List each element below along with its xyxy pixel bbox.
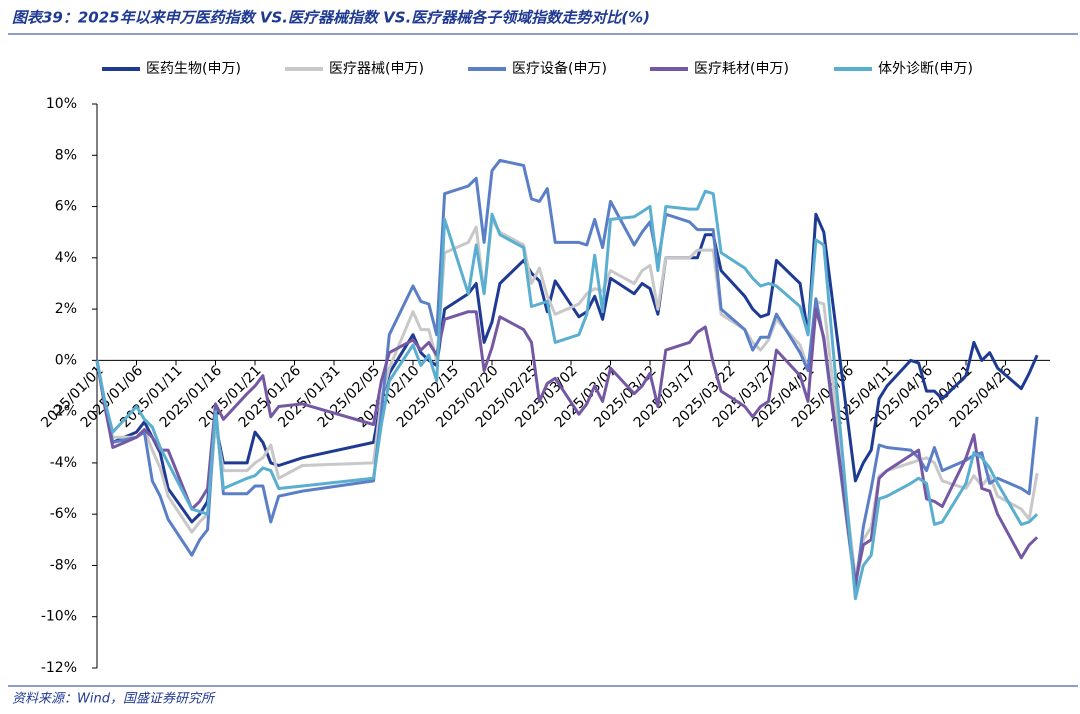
y-tick-label: -12% (41, 660, 77, 676)
y-tick-label: -8% (50, 557, 77, 573)
y-tick-label: 2% (55, 301, 77, 317)
source: 资料来源：Wind，国盛证券研究所 (12, 691, 216, 707)
y-tick-label: 8% (55, 147, 77, 163)
y-tick-label: -10% (41, 609, 77, 625)
series-line (95, 158, 1039, 590)
legend-label: 医疗设备(申万) (512, 60, 607, 77)
legend-label: 医疗耗材(申万) (694, 61, 789, 77)
series-line (95, 212, 1039, 524)
y-tick-label: -6% (50, 506, 77, 522)
legend-label: 体外诊断(申万) (878, 61, 973, 77)
y-tick-label: 10% (46, 96, 77, 112)
series-line (95, 189, 1039, 601)
legend-label: 医疗器械(申万) (329, 61, 424, 77)
y-tick-label: 4% (55, 250, 77, 266)
y-tick-label: -4% (50, 455, 77, 471)
y-tick-label: 6% (55, 199, 77, 215)
y-tick-label: -2% (50, 404, 77, 420)
y-tick-label: 0% (55, 352, 77, 368)
series-line (95, 307, 1039, 585)
legend-label: 医药生物(申万) (146, 61, 241, 77)
chart-title: 图表39：2025年以来申万医药指数 VS.医疗器械指数 VS.医疗器械各子领域… (12, 9, 650, 27)
